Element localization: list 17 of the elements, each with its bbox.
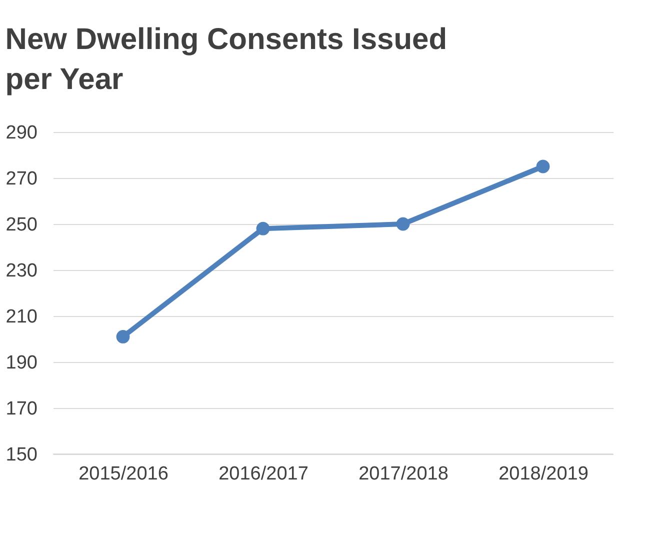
point <box>256 222 270 236</box>
y-tick-label: 290 <box>6 122 38 144</box>
y-tick-label: 210 <box>6 306 38 328</box>
y-tick-label: 190 <box>6 352 38 374</box>
point <box>116 330 130 344</box>
point <box>536 160 550 174</box>
x-tick-label: 2016/2017 <box>218 464 308 484</box>
x-tick-label: 2017/2018 <box>358 464 448 484</box>
y-tick-label: 170 <box>6 398 38 420</box>
x-tick-label: 2015/2016 <box>78 464 168 484</box>
point <box>396 217 410 231</box>
y-tick-label: 230 <box>6 260 38 282</box>
chart-title: New Dwelling Consents Issued per Year <box>5 23 448 96</box>
y-tick-label: 250 <box>6 214 38 236</box>
x-tick-label: 2018/2019 <box>498 464 588 484</box>
y-tick-label: 270 <box>6 168 38 190</box>
y-tick-label: 150 <box>6 444 38 466</box>
